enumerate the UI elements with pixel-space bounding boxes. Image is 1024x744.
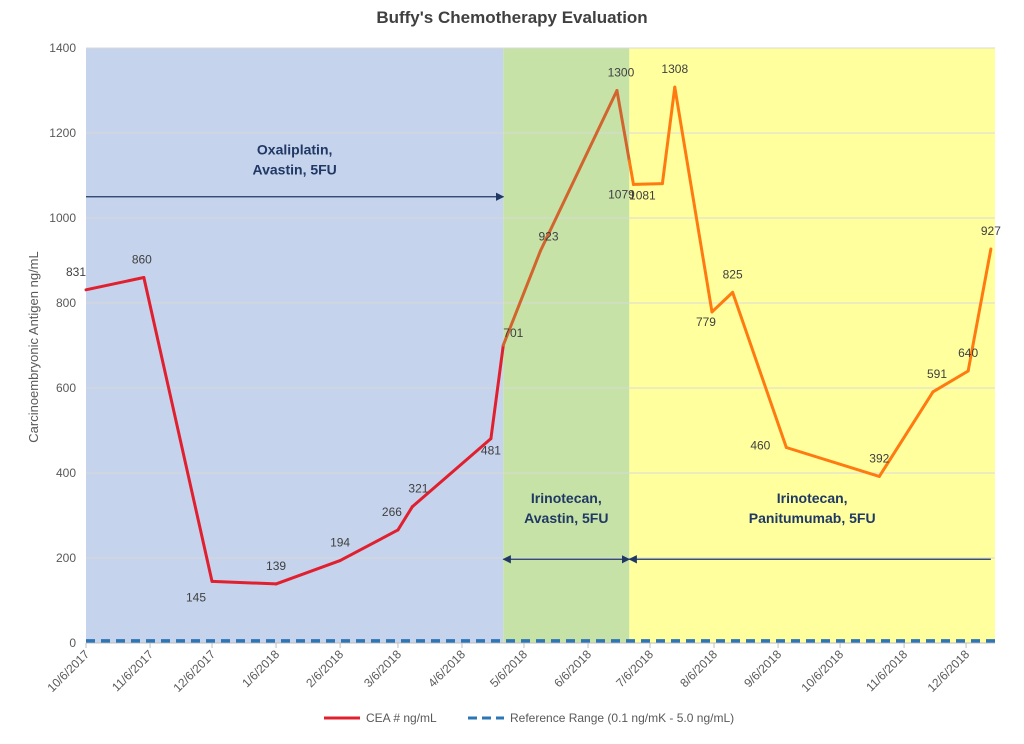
data-label-13: 1308 — [661, 62, 688, 76]
cea-segment-13-0 — [673, 85, 714, 314]
x-tick-12: 10/6/2018 — [799, 647, 847, 695]
x-tick-1: 11/6/2017 — [109, 647, 156, 694]
data-label-2: 145 — [186, 590, 206, 604]
data-label-5: 266 — [382, 505, 402, 519]
data-label-14: 779 — [696, 315, 716, 329]
legend: CEA # ng/mL Reference Range (0.1 ng/mK - … — [324, 711, 734, 725]
x-tick-0: 10/6/2017 — [44, 647, 92, 695]
legend-cea-label: CEA # ng/mL — [366, 711, 437, 725]
treatment-labels: Oxaliplatin, Avastin, 5FU Irinotecan, Avast… — [253, 141, 876, 526]
region-2-label: Irinotecan, Panitumumab, 5FU — [749, 490, 876, 526]
data-label-10: 1300 — [608, 66, 635, 80]
treatment-arrows — [86, 192, 991, 564]
x-tick-2: 12/6/2017 — [170, 647, 218, 695]
cea-segment-16-0 — [784, 446, 881, 478]
cea-segment-0-0 — [84, 276, 146, 292]
y-tick-1000: 1000 — [49, 211, 76, 225]
cea-segment-1-0 — [142, 276, 214, 583]
cea-segment-2-0 — [210, 579, 278, 586]
x-tick-13: 11/6/2018 — [863, 647, 910, 694]
cea-segment-8-0 — [501, 249, 542, 347]
y-axis-ticks: 0 200 400 600 800 1000 1200 1400 — [49, 41, 76, 650]
data-label-18: 591 — [927, 367, 947, 381]
data-label-7: 481 — [481, 444, 501, 458]
y-tick-0: 0 — [69, 636, 76, 650]
data-label-8: 701 — [503, 326, 523, 340]
x-axis-ticks: 10/6/2017 11/6/2017 12/6/2017 1/6/2018 2/6/2… — [44, 643, 972, 695]
data-label-16: 460 — [750, 439, 770, 453]
cea-segment-7-0 — [489, 343, 505, 441]
data-label-1: 860 — [132, 253, 152, 267]
data-label-3: 139 — [266, 559, 286, 573]
legend-reference-label: Reference Range (0.1 ng/mK - 5.0 ng/mL) — [510, 711, 734, 725]
data-label-19: 640 — [958, 346, 978, 360]
cea-segment-10-1 — [627, 159, 635, 186]
x-tick-4: 2/6/2018 — [303, 647, 346, 690]
cea-segment-14-0 — [710, 290, 735, 314]
data-label-6: 321 — [408, 482, 428, 496]
cea-segment-6-0 — [410, 437, 493, 509]
x-tick-6: 4/6/2018 — [425, 647, 468, 690]
region-1-label: Irinotecan, Avastin, 5FU — [524, 490, 608, 526]
y-tick-800: 800 — [56, 296, 76, 310]
cea-segment-11-0 — [631, 182, 664, 186]
cea-segment-19-0 — [966, 247, 993, 373]
x-tick-14: 12/6/2018 — [925, 647, 973, 695]
cea-series — [84, 85, 993, 586]
y-tick-600: 600 — [56, 381, 76, 395]
cea-segment-5-0 — [396, 505, 414, 532]
cea-segment-17-0 — [877, 390, 935, 478]
y-tick-200: 200 — [56, 551, 76, 565]
treatment-regions — [86, 48, 995, 643]
data-label-11: 1079 — [608, 187, 635, 201]
cea-segment-15-0 — [731, 290, 788, 449]
y-axis-title: Carcinoembryonic Antigen ng/mL — [26, 251, 41, 443]
region-1-background — [503, 48, 630, 643]
data-label-15: 825 — [723, 267, 743, 281]
cea-segment-12-0 — [660, 85, 677, 186]
data-label-4: 194 — [330, 536, 350, 550]
cea-segment-18-0 — [931, 369, 970, 394]
data-label-17: 392 — [869, 451, 889, 465]
y-tick-1200: 1200 — [49, 126, 76, 140]
data-label-0: 831 — [66, 265, 86, 279]
y-tick-400: 400 — [56, 466, 76, 480]
region-0-background — [86, 48, 504, 643]
region-2-background — [629, 48, 995, 643]
y-tick-1400: 1400 — [49, 41, 76, 55]
x-tick-11: 9/6/2018 — [741, 647, 784, 690]
x-tick-8: 6/6/2018 — [551, 647, 594, 690]
x-tick-7: 5/6/2018 — [487, 647, 530, 690]
x-tick-5: 3/6/2018 — [361, 647, 404, 690]
data-label-20: 927 — [981, 224, 1001, 238]
data-labels: 831 860 145 139 194 266 321 481 701 923 1300 107910… — [66, 62, 1001, 604]
x-tick-3: 1/6/2018 — [239, 647, 282, 690]
cea-segment-10-0 — [615, 89, 631, 163]
data-label-12: 1081 — [629, 189, 656, 203]
cea-segment-3-0 — [274, 559, 342, 586]
region-0-label: Oxaliplatin, Avastin, 5FU — [253, 141, 337, 177]
cea-segment-9-0 — [539, 89, 619, 253]
data-label-9: 923 — [538, 230, 558, 244]
x-tick-9: 7/6/2018 — [613, 647, 656, 690]
x-tick-10: 8/6/2018 — [677, 647, 720, 690]
cea-segment-4-0 — [338, 528, 400, 563]
chart-title: Buffy's Chemotherapy Evaluation — [376, 8, 647, 27]
